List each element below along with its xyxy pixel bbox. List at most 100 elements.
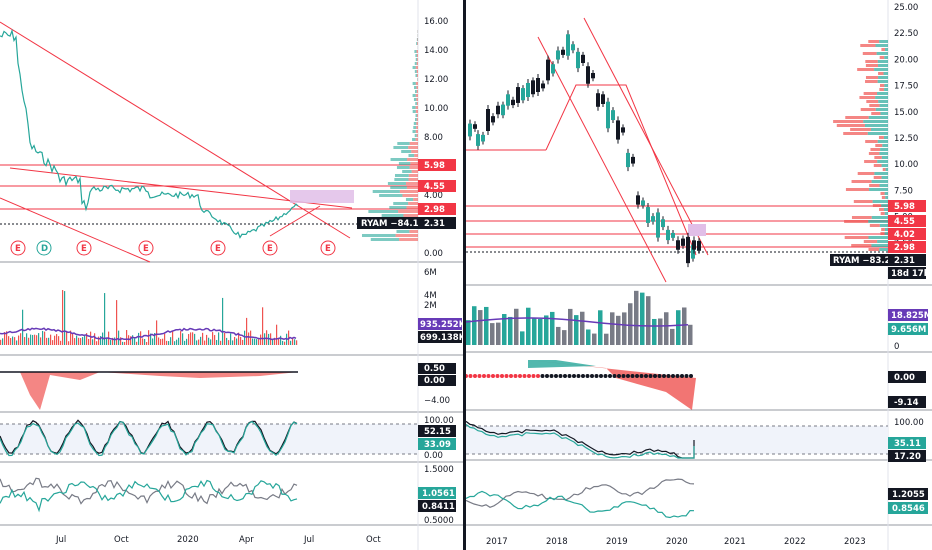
volume-bar [68,341,70,345]
macd-axis-low: −4.00 [424,396,450,406]
volume-bar [664,312,669,345]
volume-bar [6,331,8,345]
volume-bar [254,338,256,345]
candle-body [486,109,490,131]
volume-bar [152,338,154,345]
event-marker-E[interactable]: E [10,240,26,256]
candle-body [546,59,550,81]
macd-dot [491,374,495,378]
volume-bar [208,337,210,345]
price-axis-label: 25.00 [894,3,918,13]
volume-bars [466,290,693,345]
event-marker-D[interactable]: D [36,240,52,256]
profile-bar [860,108,876,111]
profile-bar [879,84,885,87]
candle-body [516,87,520,103]
event-marker-E[interactable]: E [262,240,278,256]
macd-dot [603,374,608,378]
volume-bar [184,340,186,345]
macd-dot [617,374,621,378]
last-price-tag: 2.31 [424,219,445,229]
candle-body [601,94,605,104]
candle-body [656,212,660,238]
profile-bar [390,186,407,189]
volume-bar [166,340,168,345]
volume-bar [82,337,84,345]
ratio-tag-a: 1.2055 [892,490,925,500]
volume-bar [256,339,258,345]
volume-bar [260,334,262,345]
candle-body [571,44,575,51]
volume-bar [496,322,501,345]
volume-bar [466,320,471,345]
price-axis-label: 15.00 [894,108,918,118]
right-chart-pane[interactable]: 25.00 22.50 20.00 17.50 15.00 12.50 10.00 7.50 5… [466,0,932,550]
pane-divider[interactable] [463,0,466,550]
profile-bar [857,68,875,71]
macd-dot [599,374,603,378]
macd-dot [621,374,626,378]
volume-bar [180,331,182,345]
volume-bar [210,339,212,345]
profile-bar [416,42,418,45]
profile-bar [417,58,418,61]
volume-bar [20,333,22,345]
stoch-d-line [0,420,298,457]
volume-bar [178,337,180,345]
price-tag-2: 4.55 [424,182,445,192]
volume-bar [248,332,250,345]
volume-bar [90,331,92,345]
volume-bar [172,331,174,345]
profile-bar [879,56,885,59]
volume-bar [676,310,681,345]
volume-bar [80,338,82,345]
volume-bar [168,341,170,345]
event-marker-E[interactable]: E [76,240,92,256]
macd-tag-a: 0.50 [424,364,445,374]
profile-bar [867,132,888,135]
profile-bar [415,118,417,121]
profile-bar [396,166,410,169]
ratio-tag-b: 0.8411 [422,502,455,512]
candle-body [611,110,615,121]
volume-bar [276,324,278,345]
profile-bar [879,88,885,91]
macd-dot [648,374,653,378]
macd-dot [680,374,684,378]
macd-dot [531,374,536,378]
profile-bar [884,212,888,215]
macd-dot [639,374,644,378]
macd-dot [522,374,527,378]
volume-bar [622,312,627,345]
volume-bar [280,335,282,345]
event-marker-E[interactable]: E [320,240,336,256]
event-marker-E[interactable]: E [210,240,226,256]
candle-body [691,244,695,259]
volume-bar [58,336,60,345]
volume-bar [54,335,56,345]
profile-bar [879,104,888,107]
profile-bar [879,224,888,227]
profile-bar [408,146,418,149]
profile-bar [409,142,418,145]
volume-bar [214,335,216,345]
time-axis-label: 2021 [724,537,746,547]
volume-bar [106,338,108,345]
candle-body [581,54,585,64]
volume-bar [616,315,621,345]
profile-bar [857,172,875,175]
profile-bar [883,72,888,75]
volume-bar [688,324,693,345]
profile-bar [868,248,880,251]
time-axis-label: Oct [114,535,129,545]
profile-bar [865,80,878,83]
profile-bar [836,124,865,127]
right-chart-canvas[interactable]: 25.00 22.50 20.00 17.50 15.00 12.50 10.00 7.50 5… [466,0,932,550]
event-marker-E[interactable]: E [138,240,154,256]
volume-ma-tag: 935.252K [420,320,463,330]
profile-bar [412,130,416,133]
macd-dot [513,374,518,378]
profile-bar [405,182,418,185]
